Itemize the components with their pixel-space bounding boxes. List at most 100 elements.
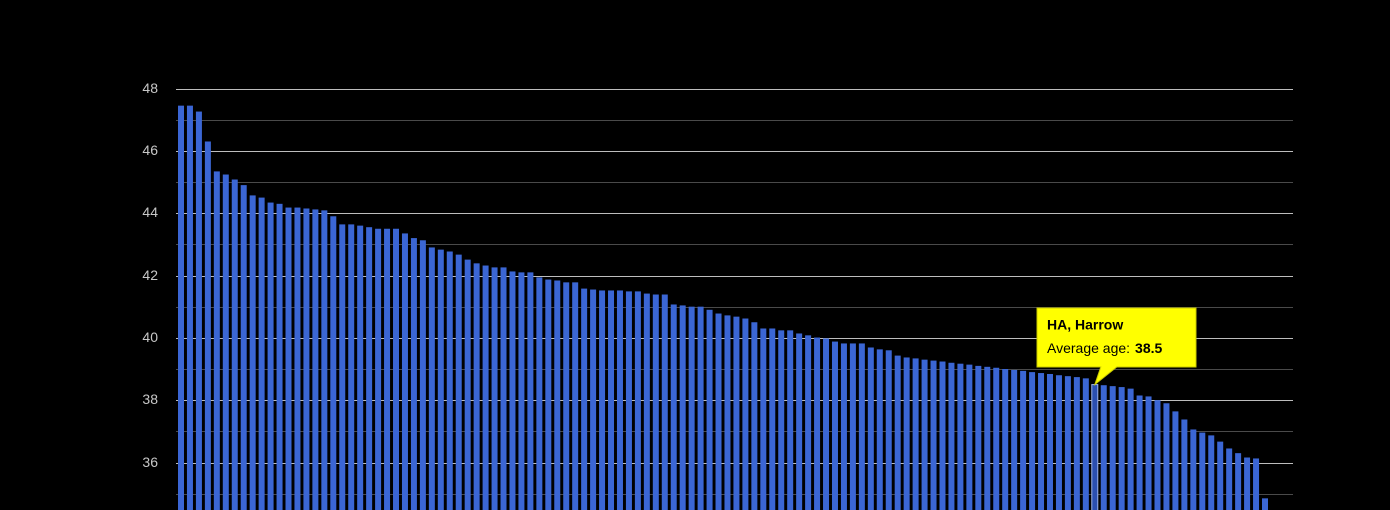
bar [921, 359, 928, 510]
bar [894, 355, 901, 510]
bar [706, 309, 713, 510]
bar [984, 366, 991, 510]
bar [814, 337, 821, 510]
bar [1127, 388, 1134, 510]
bar [178, 105, 184, 510]
bar [1020, 370, 1027, 510]
bar [948, 362, 955, 510]
y-tick-label: 42 [142, 267, 158, 283]
bar [518, 272, 525, 510]
tooltip-value: 38.5 [1135, 340, 1162, 356]
bar [787, 330, 794, 510]
bar [1145, 396, 1152, 510]
bar [742, 318, 749, 510]
bar [384, 228, 391, 510]
y-tick-label: 48 [142, 80, 158, 96]
bar [1163, 403, 1170, 510]
bar [840, 343, 847, 510]
y-tick-label: 36 [142, 454, 158, 470]
bar [1118, 387, 1125, 510]
bar [688, 306, 695, 510]
bar [1208, 435, 1215, 510]
bar [500, 267, 507, 510]
bar [1100, 385, 1107, 510]
bar [1262, 498, 1268, 510]
bar [330, 216, 337, 510]
bar [366, 227, 373, 510]
bar [912, 358, 919, 510]
bar [509, 271, 516, 510]
bar [661, 294, 668, 510]
bar [1002, 369, 1009, 510]
bar [554, 280, 561, 510]
bar [1046, 373, 1053, 510]
bar [464, 259, 471, 510]
bar [231, 179, 238, 510]
bar [1181, 419, 1188, 510]
bar [1199, 432, 1206, 510]
tooltip-label: Average age: [1047, 340, 1130, 356]
bar [993, 367, 1000, 510]
bar [222, 174, 229, 510]
bar [545, 279, 552, 510]
bar [975, 365, 982, 510]
bar [1226, 448, 1233, 510]
bar [670, 304, 677, 510]
bar [616, 290, 623, 510]
bar [1217, 441, 1224, 510]
bar [930, 360, 937, 510]
bar [348, 224, 355, 510]
bar [858, 343, 865, 510]
bar [867, 347, 874, 510]
bar [195, 111, 202, 510]
y-tick-label: 40 [142, 329, 158, 345]
bar [572, 282, 579, 510]
bar [966, 364, 973, 510]
tooltip-title: HA, Harrow [1047, 317, 1123, 333]
y-tick-label: 46 [142, 142, 158, 158]
bar [186, 105, 193, 510]
bar [1011, 369, 1018, 510]
bar [939, 361, 946, 510]
bar [831, 341, 838, 510]
bar [455, 254, 462, 510]
bar [401, 233, 408, 510]
bar [608, 290, 615, 510]
bar [437, 249, 444, 510]
bar [473, 263, 480, 510]
bar [1154, 400, 1161, 510]
bar [733, 316, 740, 510]
bar [294, 207, 301, 510]
bar [536, 277, 543, 510]
bar [410, 238, 417, 510]
tooltip-line: Average age: 38.5 [1047, 340, 1162, 356]
bar [1073, 377, 1080, 510]
bar [599, 290, 606, 510]
bar [823, 338, 830, 510]
bar [643, 293, 650, 510]
y-tick-label: 44 [142, 204, 158, 220]
bar [760, 328, 767, 510]
bar [527, 272, 534, 510]
bar [285, 207, 292, 510]
bar [446, 251, 453, 510]
bar [903, 357, 910, 510]
bar [1244, 457, 1251, 510]
bar [276, 203, 283, 510]
bar [957, 363, 964, 510]
bar [715, 313, 722, 510]
bar [778, 330, 785, 510]
bar [240, 185, 247, 510]
tooltip: HA, Harrow Average age: 38.5 [1036, 307, 1197, 387]
bar [303, 208, 310, 510]
bar [1091, 384, 1099, 510]
bar [258, 197, 265, 510]
bar [428, 247, 435, 510]
bar [1253, 458, 1260, 510]
bar [1082, 378, 1089, 510]
bar [1136, 395, 1143, 510]
bar [321, 210, 328, 510]
bar [312, 209, 319, 510]
bar [1172, 411, 1179, 510]
bar [885, 350, 892, 510]
